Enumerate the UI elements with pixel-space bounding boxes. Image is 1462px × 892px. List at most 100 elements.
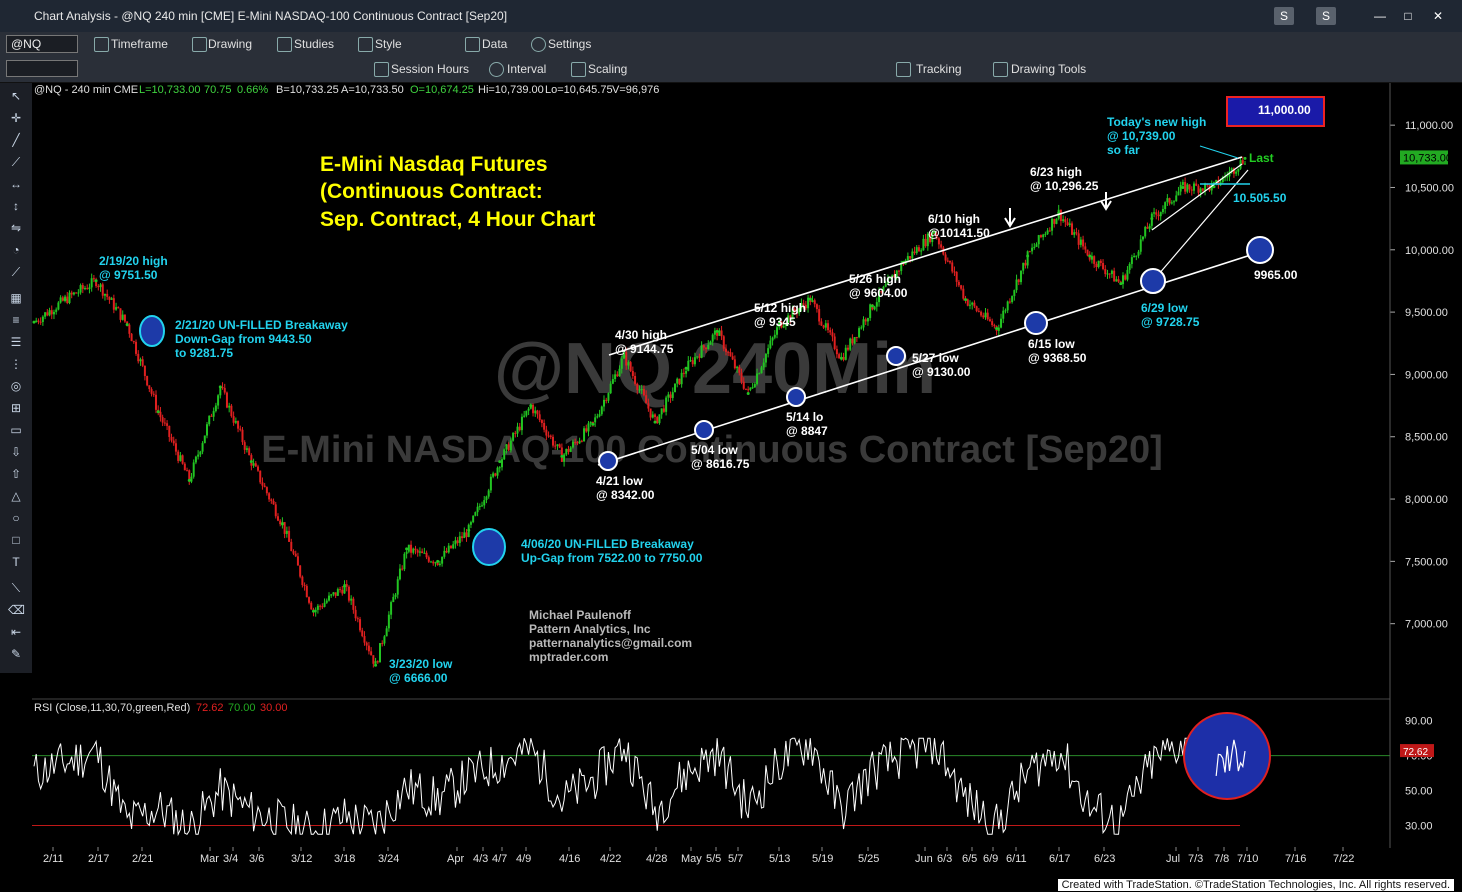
annotation-text: Today's new high [1107, 115, 1206, 129]
channel-tool-icon[interactable]: ⇋ [10, 221, 22, 235]
minimize-button[interactable]: — [1374, 9, 1386, 23]
maximize-button[interactable]: □ [1404, 9, 1412, 23]
annotation-text: 6/29 low [1141, 301, 1188, 315]
candle-body [441, 556, 444, 564]
close-button[interactable]: ✕ [1432, 9, 1444, 23]
hline-tool-icon[interactable]: ↔ [10, 177, 22, 191]
price-point [405, 547, 409, 551]
candle-body [507, 444, 510, 451]
style-button-2[interactable]: S [1316, 7, 1336, 25]
triangle-tool-icon[interactable]: △ [11, 489, 21, 503]
arrow-down-icon[interactable]: ⇩ [10, 445, 22, 459]
drawing-menu[interactable]: Drawing [208, 37, 253, 51]
time-tick-label: 7/22 [1333, 853, 1354, 865]
level-tool-icon[interactable]: ≡ [12, 313, 20, 327]
candle-body [707, 344, 710, 349]
style-menu[interactable]: Style [375, 37, 402, 51]
candle-body [75, 292, 78, 294]
bars-tool-icon[interactable]: ☰ [10, 335, 22, 349]
time-tick-label: Mar [200, 853, 219, 865]
annotation-text: 5/04 low [691, 443, 738, 457]
vline-tool-icon[interactable]: ↕ [13, 199, 19, 213]
candle-body [629, 362, 632, 371]
tracking-menu[interactable]: Tracking [916, 62, 962, 76]
candle-body [556, 444, 559, 446]
price-point [63, 298, 67, 302]
fib-tool-icon[interactable]: ◔ [12, 243, 20, 257]
candle-body [693, 357, 696, 365]
data-menu[interactable]: Data [482, 37, 508, 51]
candle-body [1082, 239, 1085, 247]
candle-body [651, 414, 654, 418]
candle-body [886, 278, 889, 285]
candle-body [1108, 273, 1111, 275]
interval-menu[interactable]: Interval [507, 62, 547, 76]
candle-body [773, 334, 776, 338]
candle-body [895, 270, 898, 278]
candle-body [634, 376, 637, 384]
candle-body [1197, 185, 1200, 193]
ruler-tool-icon[interactable]: ⟍ [11, 581, 21, 595]
candle-body [991, 321, 994, 326]
candle-body [132, 341, 135, 343]
studies-menu[interactable]: Studies [294, 37, 335, 51]
candle-body [1175, 195, 1178, 202]
symbol-input[interactable]: @NQ [6, 35, 78, 53]
candle-body [565, 448, 568, 455]
eraser-tool-icon[interactable]: ⌫ [8, 603, 25, 617]
arc-tool-icon[interactable]: ⟋ [11, 265, 21, 279]
scaling-menu[interactable]: Scaling [588, 62, 628, 76]
candle-body [374, 661, 377, 664]
author-line-3: patternanalytics@gmail.com [529, 636, 692, 650]
gear-icon [531, 37, 546, 52]
speed-tool-icon[interactable]: ⋮ [10, 357, 22, 371]
settings-menu[interactable]: Settings [548, 37, 592, 51]
price-point [777, 323, 781, 327]
crosshair-tool-icon[interactable]: ✛ [10, 111, 22, 125]
price-point [498, 460, 502, 464]
price-point [311, 609, 315, 613]
grid-tool-icon[interactable]: ▦ [10, 291, 22, 305]
ellipse-tool-icon[interactable]: ○ [12, 511, 20, 525]
annotation-text: @ 9368.50 [1028, 351, 1087, 365]
candle-body [1033, 246, 1036, 248]
candle-body [585, 428, 588, 432]
candle-body [228, 405, 231, 408]
pen-tool-icon[interactable]: ✎ [10, 647, 22, 661]
timeframe-menu[interactable]: Timeframe [111, 37, 168, 51]
annotation-text: 9965.00 [1254, 268, 1298, 282]
annotation-text: Up-Gap from 7522.00 to 7750.00 [521, 551, 703, 565]
candle-body [81, 285, 84, 289]
time-tick-label: 5/13 [769, 853, 790, 865]
trendline-tool-icon[interactable]: ╱ [12, 133, 20, 147]
text-tool-icon[interactable]: T [12, 555, 20, 569]
candle-body [1148, 225, 1151, 229]
candle-body [37, 320, 40, 322]
arrow-up-icon[interactable]: ⇧ [10, 467, 22, 481]
interval-select[interactable] [6, 60, 78, 77]
candle-body [574, 441, 577, 443]
candle-body [343, 584, 346, 594]
drawing-tools-menu[interactable]: Drawing Tools [1011, 62, 1087, 76]
pointer-tool-icon[interactable]: ↖ [10, 89, 22, 103]
candle-body [194, 456, 197, 463]
price-axis: 11,000.00 10,500.00 10,000.00 9,500.00 9,000… [1390, 120, 1454, 631]
price-point [684, 366, 688, 370]
rect-tool-icon[interactable]: ▭ [10, 423, 22, 437]
circle-target-icon[interactable]: ◎ [10, 379, 22, 393]
candle-body [1024, 262, 1027, 266]
collapse-tool-icon[interactable]: ⇤ [10, 625, 22, 639]
rsi-tick-label: 30.00 [1405, 821, 1433, 833]
ray-tool-icon[interactable]: ⟋ [11, 155, 21, 169]
candle-body [1122, 275, 1125, 285]
candle-body [334, 592, 337, 596]
annotation-text: 5/12 high [754, 301, 806, 315]
style-button-1[interactable]: S [1274, 7, 1294, 25]
gann-tool-icon[interactable]: ⊞ [10, 401, 22, 415]
candle-body [206, 424, 208, 436]
candle-body [1031, 247, 1034, 252]
session-hours-menu[interactable]: Session Hours [391, 62, 470, 76]
rectangle-tool-icon[interactable]: □ [12, 533, 20, 547]
annotation-text: 5/26 high [849, 272, 901, 286]
